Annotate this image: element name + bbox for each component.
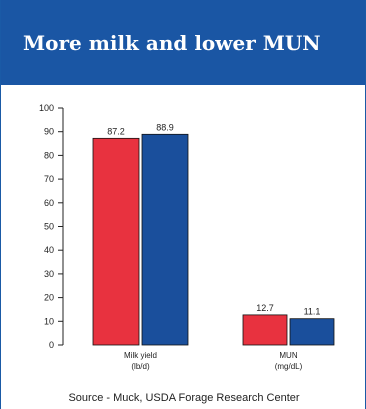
data-label: 87.2 xyxy=(107,126,125,136)
bar xyxy=(141,133,189,346)
x-category-unit: (lb/d) xyxy=(131,362,150,371)
y-tick-label: 40 xyxy=(44,245,54,255)
data-label: 12.7 xyxy=(256,303,274,313)
y-tick-label: 20 xyxy=(44,293,54,303)
bar xyxy=(289,318,335,346)
slide-header: More milk and lower MUN xyxy=(1,0,365,85)
y-tick-label: 60 xyxy=(44,198,54,208)
data-label: 11.1 xyxy=(304,307,321,317)
data-label: 88.9 xyxy=(156,122,174,132)
source-note: Source - Muck, USDA Forage Research Cent… xyxy=(68,392,300,404)
x-category-label: MUN xyxy=(279,351,297,360)
x-category-unit: (mg/dL) xyxy=(275,362,303,371)
x-category-label: Milk yield xyxy=(124,351,157,360)
bar xyxy=(242,314,288,346)
y-tick-label: 90 xyxy=(44,127,54,137)
y-tick-label: 80 xyxy=(44,150,54,160)
y-tick-label: 30 xyxy=(44,269,54,279)
y-tick-label: 70 xyxy=(44,174,54,184)
y-tick-label: 0 xyxy=(49,340,54,350)
y-tick-label: 10 xyxy=(44,316,54,326)
bar-chart: 0 10 20 30 40 50 60 70 80 90 100 87.2 88.9 Milk yield… xyxy=(39,103,335,371)
bar xyxy=(92,137,140,346)
y-tick-label: 100 xyxy=(39,103,54,113)
y-tick-label: 50 xyxy=(44,222,54,232)
slide-title: More milk and lower MUN xyxy=(23,31,321,55)
